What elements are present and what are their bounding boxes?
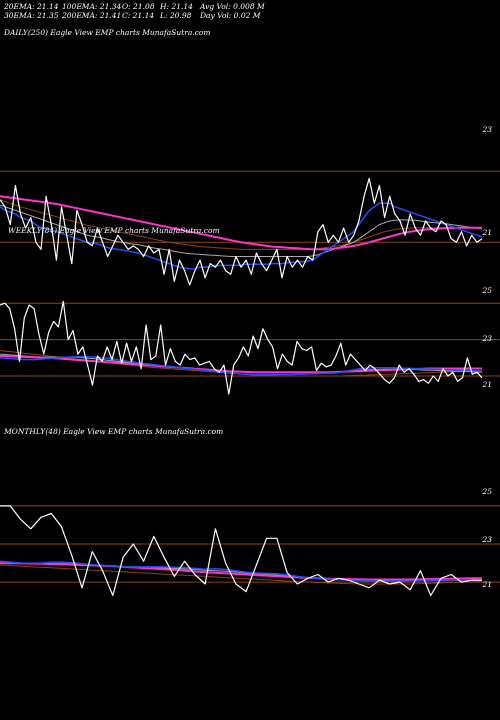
daily-ema-pink-line	[0, 195, 482, 251]
stat-ema20: 20EMA: 21.14	[4, 2, 59, 11]
weekly-price-line	[0, 300, 483, 395]
panel-label-weekly: WEEKLY(84) Eagle View EMP charts MunafaS…	[8, 226, 220, 235]
panel-label-daily: DAILY(250) Eagle View EMP charts MunafaS…	[4, 28, 211, 37]
stat-ema200: 200EMA: 21.41	[62, 11, 122, 20]
monthly-ema-pink-line	[0, 562, 482, 581]
stat-ema100: 100EMA: 21.34	[62, 2, 122, 11]
stat-avg-vol: Avg Vol: 0.008 M	[200, 2, 265, 11]
tick-weekly-25: 25	[482, 286, 492, 295]
stat-close: C: 21.14	[122, 11, 155, 20]
tick-daily-23: 23	[482, 125, 492, 134]
daily-ema-brown-line	[0, 199, 482, 250]
tick-monthly-21: 21	[482, 580, 492, 589]
stat-low: L: 20.98	[160, 11, 192, 20]
tick-daily-21: 21	[482, 228, 492, 237]
stat-ema30: 30EMA: 21.35	[4, 11, 59, 20]
tick-monthly-25: 25	[482, 487, 492, 496]
monthly-price-line	[0, 505, 482, 597]
stat-open: O: 21.08	[122, 2, 155, 11]
daily-price-line	[0, 177, 483, 286]
tick-weekly-23: 23	[482, 334, 492, 343]
panel-label-monthly: MONTHLY(48) Eagle View EMP charts Munafa…	[4, 427, 224, 436]
monthly-ema-fast-line	[0, 560, 482, 582]
stat-high: H: 21.14	[160, 2, 193, 11]
tick-weekly-21: 21	[482, 380, 492, 389]
tick-monthly-23: 23	[482, 535, 492, 544]
daily-ema-grey-line	[0, 204, 483, 257]
stat-day-vol: Day Vol: 0.02 M	[200, 11, 261, 20]
daily-ema-fast-line	[0, 202, 483, 270]
